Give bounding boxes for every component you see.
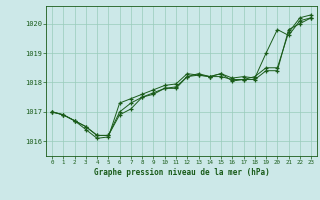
X-axis label: Graphe pression niveau de la mer (hPa): Graphe pression niveau de la mer (hPa) xyxy=(94,168,269,177)
